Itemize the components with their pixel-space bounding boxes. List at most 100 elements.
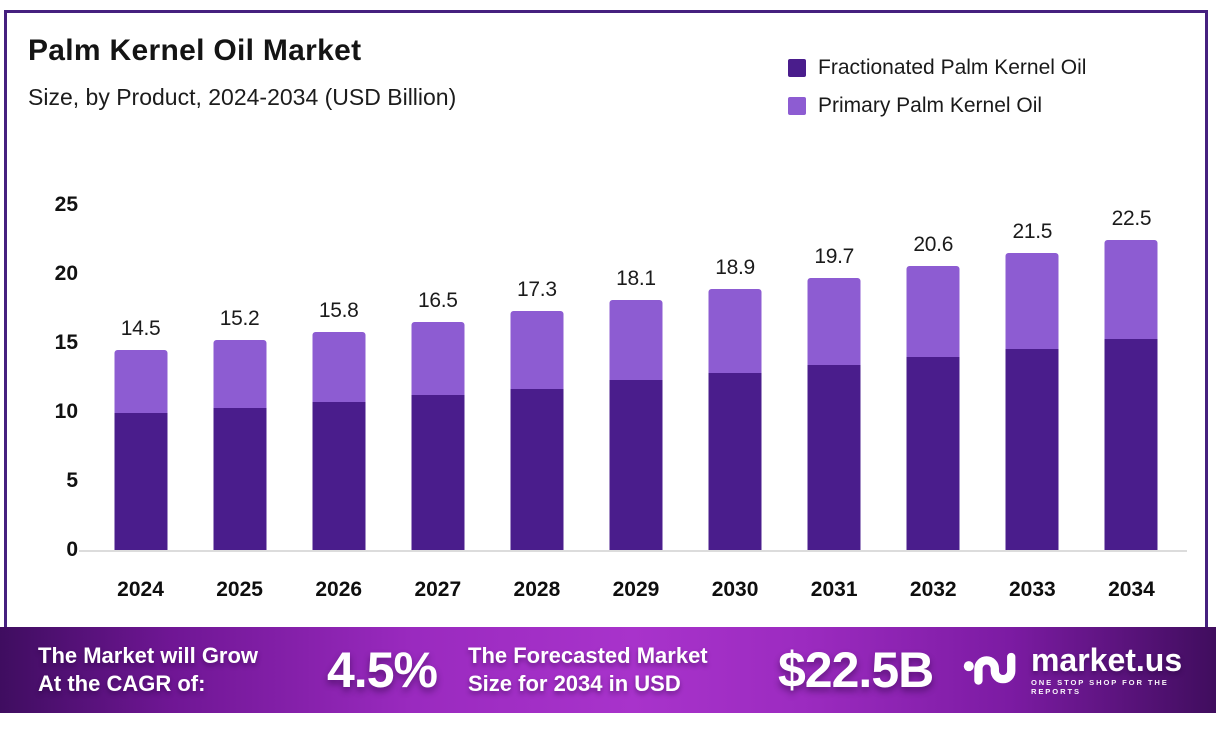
x-tick-label: 2024	[117, 578, 164, 601]
bar-group-2030: 18.9	[686, 205, 785, 550]
plot-area: 14.5 15.2 15.8 16.5 17.3 18.1 18.9 19.7 20.6 21.5…	[79, 205, 1187, 552]
page-title: Palm Kernel Oil Market	[28, 34, 362, 67]
bar-group-2027: 16.5	[388, 205, 487, 550]
bar-segment-primary	[114, 349, 168, 414]
y-tick-label: 0	[66, 538, 78, 561]
bar-group-2032: 20.6	[884, 205, 983, 550]
bar-segment-fractionated	[807, 365, 861, 550]
x-tick-label: 2029	[612, 578, 660, 601]
x-tick-label: 2026	[315, 578, 363, 601]
brand-text: market.us ONE STOP SHOP FOR THE REPORTS	[1031, 644, 1216, 696]
bar-group-2025: 15.2	[190, 205, 289, 550]
bar-segment-fractionated	[609, 380, 663, 550]
x-tick-label: 2027	[414, 578, 462, 601]
bar-segment-primary	[708, 289, 762, 374]
bar-segment-fractionated	[213, 407, 267, 550]
stacked-bar	[1005, 253, 1059, 550]
cagr-value: 4.5%	[327, 642, 438, 698]
forecast-value: $22.5B	[778, 642, 934, 698]
x-axis: 2024 2025 2026 2027 2028 2029 2030 2031 2032 2033…	[91, 578, 1181, 608]
bar-segment-primary	[1005, 253, 1059, 349]
marketus-wave-icon	[963, 652, 1016, 685]
y-axis: 0 5 10 15 20 25	[36, 193, 78, 561]
bar-segment-fractionated	[1104, 338, 1158, 550]
bar-segment-fractionated	[312, 402, 366, 550]
y-tick-label: 10	[54, 400, 78, 423]
bar-total-label: 20.6	[913, 232, 954, 256]
stacked-bar	[510, 311, 564, 550]
x-tick-label: 2028	[513, 578, 561, 601]
brand-tagline: ONE STOP SHOP FOR THE REPORTS	[1030, 678, 1169, 696]
bar-segment-fractionated	[510, 388, 564, 550]
bar-group-2024: 14.5	[91, 205, 190, 550]
bar-segment-fractionated	[411, 395, 465, 550]
cagr-caption: The Market will Grow At the CAGR of:	[38, 642, 258, 698]
bar-segment-fractionated	[708, 373, 762, 550]
bar-total-label: 17.3	[517, 278, 557, 302]
bar-total-label: 16.5	[417, 289, 458, 313]
cagr-caption-line2: At the CAGR of:	[38, 671, 206, 696]
bar-segment-primary	[411, 322, 465, 396]
bar-segment-fractionated	[906, 356, 960, 550]
stacked-bar	[213, 340, 267, 550]
bar-segment-primary	[213, 340, 267, 408]
y-tick-label: 20	[54, 262, 78, 285]
bar-group-2031: 19.7	[785, 205, 884, 550]
x-tick-label: 2034	[1108, 578, 1155, 601]
bar-segment-primary	[1104, 239, 1158, 339]
cagr-caption-line1: The Market will Grow	[38, 643, 259, 668]
bar-group-2026: 15.8	[289, 205, 388, 550]
bar-segment-primary	[807, 278, 861, 366]
stacked-bar	[1104, 239, 1158, 551]
y-tick-label: 15	[54, 331, 78, 354]
bar-total-label: 18.9	[715, 256, 755, 280]
bar-group-2028: 17.3	[487, 205, 586, 550]
bar-segment-fractionated	[1005, 348, 1059, 550]
bar-total-label: 15.2	[219, 307, 260, 331]
y-tick-label: 5	[66, 469, 78, 492]
brand-logo: market.us ONE STOP SHOP FOR THE REPORTS	[963, 644, 1216, 696]
legend-label: Fractionated Palm Kernel Oil	[818, 56, 1087, 79]
stacked-bar	[807, 278, 861, 550]
stacked-bar	[609, 300, 663, 550]
forecast-caption: The Forecasted Market Size for 2034 in U…	[468, 642, 708, 698]
x-tick-label: 2025	[216, 578, 263, 601]
page-subtitle: Size, by Product, 2024-2034 (USD Billion…	[28, 84, 457, 110]
stacked-bar	[906, 265, 960, 550]
stacked-bar	[114, 349, 168, 550]
bar-total-label: 21.5	[1012, 220, 1053, 244]
x-tick-label: 2032	[909, 578, 957, 601]
bar-total-label: 18.1	[616, 267, 656, 291]
bar-segment-primary	[906, 265, 960, 357]
legend-swatch-fractionated	[788, 59, 806, 77]
footer-banner: The Market will Grow At the CAGR of: 4.5…	[0, 627, 1216, 713]
bar-total-label: 22.5	[1111, 206, 1152, 230]
legend-swatch-primary	[788, 97, 806, 115]
y-tick-label: 25	[54, 193, 78, 216]
legend-item-fractionated: Fractionated Palm Kernel Oil	[788, 56, 1086, 80]
bar-group-2033: 21.5	[983, 205, 1082, 550]
bar-segment-fractionated	[114, 413, 168, 550]
x-tick-label: 2030	[711, 578, 759, 601]
bar-total-label: 15.8	[318, 298, 359, 322]
brand-name: market.us	[1030, 642, 1183, 678]
bar-total-label: 14.5	[120, 316, 161, 340]
bar-segment-primary	[510, 311, 564, 389]
legend: Fractionated Palm Kernel Oil Primary Pal…	[788, 56, 1086, 118]
stacked-bar	[312, 331, 366, 550]
x-tick-label: 2031	[810, 578, 858, 601]
stacked-bar	[411, 322, 465, 550]
bar-segment-primary	[312, 331, 366, 403]
bar-segment-primary	[609, 300, 663, 381]
forecast-caption-line2: Size for 2034 in USD	[468, 671, 681, 696]
forecast-caption-line1: The Forecasted Market	[468, 643, 708, 668]
stacked-bar	[708, 289, 762, 550]
bar-total-label: 19.7	[814, 245, 854, 269]
legend-item-primary: Primary Palm Kernel Oil	[788, 94, 1086, 118]
bar-group-2029: 18.1	[586, 205, 685, 550]
bar-group-2034: 22.5	[1082, 205, 1181, 550]
legend-label: Primary Palm Kernel Oil	[818, 94, 1043, 117]
x-tick-label: 2033	[1008, 578, 1056, 601]
x-axis-line	[79, 550, 1187, 552]
